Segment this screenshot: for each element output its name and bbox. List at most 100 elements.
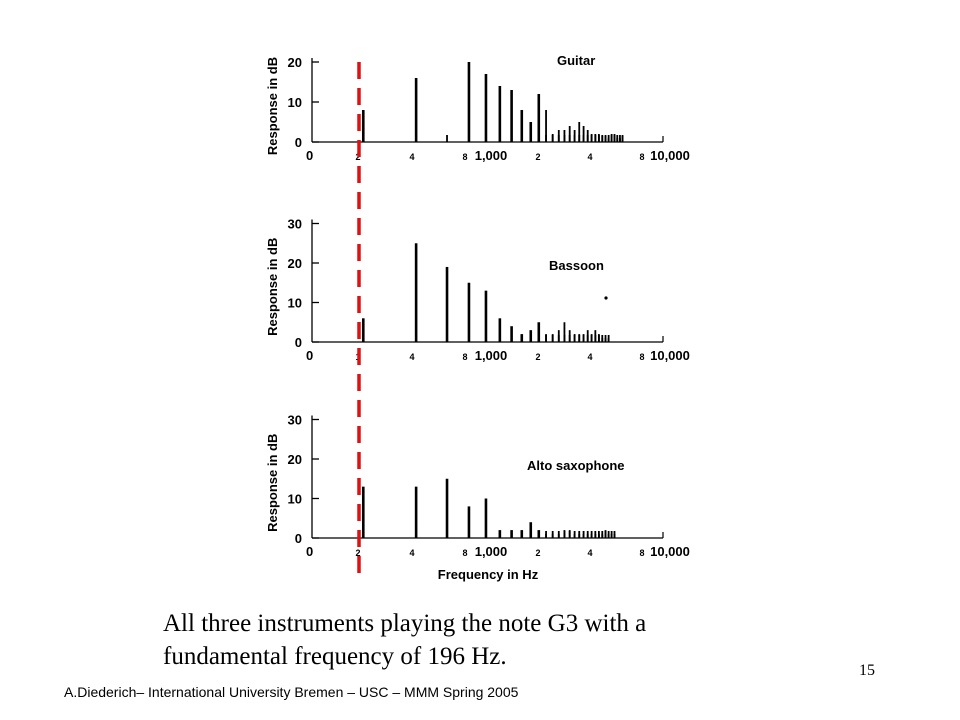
- harmonic-base-mark: [557, 531, 560, 538]
- harmonic-base-mark: [545, 531, 547, 538]
- harmonic-base-mark: [604, 531, 607, 538]
- x-tick-label: 8: [462, 352, 467, 362]
- harmonic-base-mark: [586, 531, 589, 538]
- x-tick-label: 2: [535, 352, 540, 362]
- harmonic-base-mark: [529, 335, 532, 342]
- harmonic-base-mark: [537, 135, 540, 142]
- x-tick-label: 4: [409, 352, 414, 362]
- y-tick-label: 0: [295, 135, 302, 150]
- harmonic-base-mark: [573, 135, 576, 142]
- x-tick-label: 10,000: [650, 148, 690, 163]
- stray-dot: [604, 296, 608, 300]
- harmonic-base-mark: [537, 531, 540, 538]
- harmonic-base-mark: [362, 135, 365, 142]
- spectrum-panel-2: 0 10 20 30 Response in dB 0 2 4 8 1,000 2 4 8 10,000 A…: [265, 413, 690, 583]
- harmonic-base-mark: [510, 335, 513, 342]
- harmonic-bar: [498, 86, 502, 142]
- harmonic-base-mark: [601, 531, 604, 538]
- x-tick-label: 2: [535, 152, 540, 162]
- harmonic-base-mark: [415, 335, 418, 342]
- harmonic-base-mark: [563, 135, 566, 142]
- harmonic-base-mark: [485, 135, 487, 142]
- harmonic-bar: [445, 478, 449, 538]
- x-tick-label: 2: [355, 548, 360, 558]
- x-tick-label: 2: [535, 548, 540, 558]
- footer-credit: A.Diederich– International University Br…: [64, 684, 519, 700]
- panel-title: Alto saxophone: [527, 458, 625, 473]
- harmonic-bar: [563, 322, 566, 342]
- y-tick-label: 10: [288, 492, 302, 507]
- harmonic-base-mark: [498, 531, 501, 538]
- harmonic-base-mark: [604, 335, 607, 342]
- harmonic-bar: [537, 94, 541, 142]
- harmonic-base-mark: [446, 335, 448, 342]
- harmonic-base-mark: [362, 531, 365, 538]
- harmonic-base-mark: [616, 135, 619, 142]
- harmonic-base-mark: [590, 135, 593, 142]
- panel-title: Guitar: [557, 53, 595, 68]
- harmonic-base-mark: [415, 135, 418, 142]
- harmonic-bar: [498, 318, 502, 342]
- x-axis-label: Frequency in Hz: [438, 567, 539, 582]
- harmonic-bar: [445, 266, 449, 342]
- caption-line-2: fundamental frequency of 196 Hz.: [163, 643, 507, 670]
- harmonic-base-mark: [610, 531, 613, 538]
- harmonic-base-mark: [594, 135, 597, 142]
- y-axis-label: Response in dB: [265, 57, 280, 155]
- harmonic-bar: [578, 122, 581, 142]
- harmonic-base-mark: [510, 531, 513, 538]
- x-tick-label: 1,000: [475, 348, 508, 363]
- harmonic-base-mark: [578, 335, 581, 342]
- y-tick-label: 10: [288, 95, 302, 110]
- harmonic-bar: [484, 498, 488, 538]
- harmonic-bar: [414, 78, 418, 142]
- harmonic-bar: [510, 326, 513, 342]
- y-axis-label: Response in dB: [265, 238, 280, 336]
- harmonic-base-mark: [568, 531, 571, 538]
- caption-line-1: All three instruments playing the note G…: [163, 610, 647, 637]
- x-tick-label: 10,000: [650, 544, 690, 559]
- x-tick-label: 8: [639, 352, 644, 362]
- harmonic-base-mark: [621, 135, 624, 142]
- harmonic-base-mark: [563, 335, 566, 342]
- x-tick-label: 4: [587, 152, 592, 162]
- harmonic-bar: [568, 126, 571, 142]
- x-tick-label: 8: [639, 548, 644, 558]
- harmonic-base-mark: [485, 335, 487, 342]
- harmonic-base-mark: [619, 135, 621, 142]
- harmonic-base-mark: [601, 335, 604, 342]
- harmonic-base-mark: [498, 335, 501, 342]
- panel-title: Bassoon: [549, 258, 604, 273]
- harmonic-base-mark: [362, 335, 365, 342]
- harmonic-base-mark: [607, 531, 610, 538]
- harmonic-base-mark: [594, 531, 597, 538]
- harmonic-base-mark: [551, 531, 554, 538]
- harmonic-base-mark: [415, 531, 418, 538]
- y-axis-label: Response in dB: [265, 434, 280, 532]
- y-tick-label: 10: [288, 296, 302, 311]
- harmonic-base-mark: [613, 135, 616, 142]
- harmonic-base-mark: [446, 531, 448, 538]
- x-tick-label: 0: [306, 544, 313, 559]
- caption: All three instruments playing the note G…: [163, 607, 863, 673]
- harmonic-base-mark: [578, 135, 581, 142]
- harmonic-base-mark: [573, 531, 576, 538]
- harmonic-base-mark: [520, 135, 523, 142]
- harmonic-base-mark: [510, 135, 513, 142]
- x-tick-label: 4: [409, 152, 414, 162]
- harmonic-base-mark: [610, 135, 613, 142]
- harmonic-base-mark: [545, 135, 547, 142]
- harmonic-base-mark: [613, 531, 616, 538]
- harmonic-base-mark: [601, 135, 604, 142]
- page-number: 15: [859, 662, 875, 679]
- x-tick-label: 4: [587, 352, 592, 362]
- harmonic-base-mark: [468, 335, 470, 342]
- harmonic-bar: [361, 110, 365, 142]
- harmonic-base-mark: [597, 135, 600, 142]
- harmonic-base-mark: [557, 135, 560, 142]
- harmonic-bar: [484, 290, 488, 342]
- x-tick-label: 8: [639, 152, 644, 162]
- harmonic-bar: [361, 486, 365, 538]
- x-tick-label: 4: [409, 548, 414, 558]
- harmonic-base-mark: [537, 335, 540, 342]
